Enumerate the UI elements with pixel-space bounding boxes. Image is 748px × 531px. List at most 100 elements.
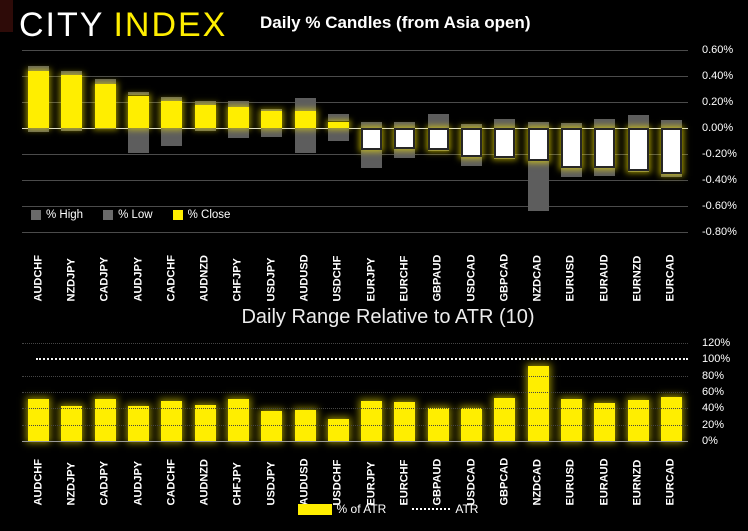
candle-high-wick — [327, 113, 349, 122]
x-axis-label: NZDJPY — [65, 462, 78, 506]
grid-line — [22, 424, 688, 426]
atr-bar — [194, 405, 216, 441]
x-axis-label: AUDJPY — [132, 256, 145, 302]
candle-high-wick — [227, 100, 249, 108]
x-axis-label: USDJPY — [265, 461, 278, 506]
x-axis-label: CADJPY — [98, 460, 111, 506]
candle-body — [461, 128, 483, 157]
grid-line — [22, 102, 688, 103]
candles-legend: % High % Low % Close — [31, 209, 230, 221]
atr-legend: % of ATR ATR — [55, 502, 721, 516]
x-axis-label: NZDJPY — [65, 258, 78, 302]
candle-low-wick — [594, 168, 616, 177]
grid-line — [22, 180, 688, 181]
candle-low-wick — [61, 128, 83, 131]
legend-item-low: % Low — [103, 209, 153, 221]
candle-body — [327, 121, 349, 128]
candle-high-wick — [94, 78, 116, 84]
x-axis-label: AUDNZD — [198, 255, 211, 302]
atr-chart-title: Daily Range Relative to ATR (10) — [241, 306, 535, 328]
candle-low-wick — [461, 156, 483, 166]
atr-bar — [627, 400, 649, 441]
atr-bar — [128, 405, 150, 441]
candle-high-wick — [361, 121, 383, 128]
x-axis-label: NZDCAD — [531, 255, 544, 302]
candle-high-wick — [494, 118, 516, 128]
legend-item-high: % High — [31, 209, 83, 221]
candle-low-wick — [327, 128, 349, 141]
atr-bar — [427, 407, 449, 441]
candle-low-wick — [660, 173, 682, 178]
candle-low-wick — [28, 128, 50, 132]
y-axis-label: -0.20% — [702, 148, 737, 160]
y-axis-label: 0.00% — [702, 122, 734, 134]
axis-line — [22, 441, 688, 442]
x-axis-label: EURUSD — [564, 459, 577, 506]
y-axis-label: 0% — [702, 435, 718, 447]
candle-high-wick — [261, 108, 283, 112]
y-axis-label: 120% — [702, 337, 731, 349]
candle-high-wick — [394, 121, 416, 128]
x-axis-label: CADCHF — [165, 255, 178, 302]
x-axis-label: USDCHF — [331, 255, 344, 302]
candle-low-wick — [361, 150, 383, 169]
x-axis-label: EURAUD — [598, 254, 611, 302]
candle-body — [527, 128, 549, 161]
atr-bar — [227, 398, 249, 441]
x-axis-label: EURCAD — [664, 458, 677, 506]
y-axis-label: 100% — [702, 353, 731, 366]
candle-high-wick — [194, 100, 216, 105]
grid-line — [22, 392, 688, 393]
y-axis-label: -0.60% — [702, 200, 737, 212]
grid-line — [22, 408, 688, 410]
atr-bar — [394, 401, 416, 441]
candle-low-wick — [527, 160, 549, 212]
candle-high-wick — [461, 124, 483, 128]
atr-bar — [161, 400, 183, 441]
candle-body — [28, 70, 50, 128]
x-axis-label: EURNZD — [631, 459, 644, 506]
atr-bar — [494, 397, 516, 441]
candle-low-wick — [494, 157, 516, 160]
x-axis-label: CADCHF — [165, 459, 178, 506]
candle-high-wick — [294, 98, 316, 112]
x-axis-label: EURCAD — [664, 254, 677, 302]
atr-bar — [327, 418, 349, 441]
grid-line — [22, 76, 688, 77]
candle-body — [261, 111, 283, 128]
y-axis-label: 20% — [702, 418, 725, 431]
x-axis-label: USDJPY — [265, 257, 278, 302]
candle-low-wick — [161, 128, 183, 147]
candle-low-wick — [194, 128, 216, 131]
y-axis-label: -0.40% — [702, 174, 737, 186]
y-axis-label: 0.40% — [702, 70, 734, 82]
atr-plot — [22, 343, 688, 442]
pct-atr-swatch-icon — [297, 503, 332, 515]
y-axis-label: 0.60% — [702, 44, 734, 56]
candle-low-wick — [560, 168, 582, 178]
x-axis-label: CADJPY — [98, 256, 111, 302]
atr-bar — [461, 407, 483, 441]
candle-high-wick — [527, 121, 549, 128]
candle-body — [128, 95, 150, 128]
legend-item-atr: ATR — [412, 502, 478, 516]
x-axis-label: AUDUSD — [298, 254, 311, 302]
legend-label-high: % High — [46, 209, 84, 221]
x-axis-label: USDCAD — [465, 254, 478, 302]
x-axis-label: NZDCAD — [531, 459, 544, 506]
candle-body — [294, 111, 316, 128]
candle-high-wick — [594, 118, 616, 128]
atr-bar — [594, 402, 616, 441]
atr-dotted-swatch-icon — [412, 508, 451, 510]
y-axis-label: -0.80% — [702, 226, 737, 238]
y-axis-label: 80% — [702, 369, 725, 382]
x-axis-label: EURCHF — [398, 459, 411, 506]
legend-item-pct-atr: % of ATR — [297, 502, 386, 516]
legend-label-close: % Close — [187, 209, 231, 221]
candle-low-wick — [261, 128, 283, 138]
candle-body — [560, 128, 582, 169]
x-axis-label: EURUSD — [564, 255, 577, 302]
logo-index: INDEX — [113, 6, 228, 44]
candle-high-wick — [128, 91, 150, 96]
